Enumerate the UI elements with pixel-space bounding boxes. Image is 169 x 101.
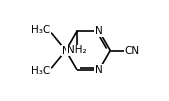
Text: N: N [95, 26, 103, 36]
Text: H₃C: H₃C [31, 25, 50, 35]
Text: H₃C: H₃C [31, 66, 50, 76]
Text: NH₂: NH₂ [67, 45, 87, 55]
Text: N: N [95, 65, 103, 75]
Text: N: N [62, 45, 70, 56]
Text: CN: CN [124, 45, 140, 56]
